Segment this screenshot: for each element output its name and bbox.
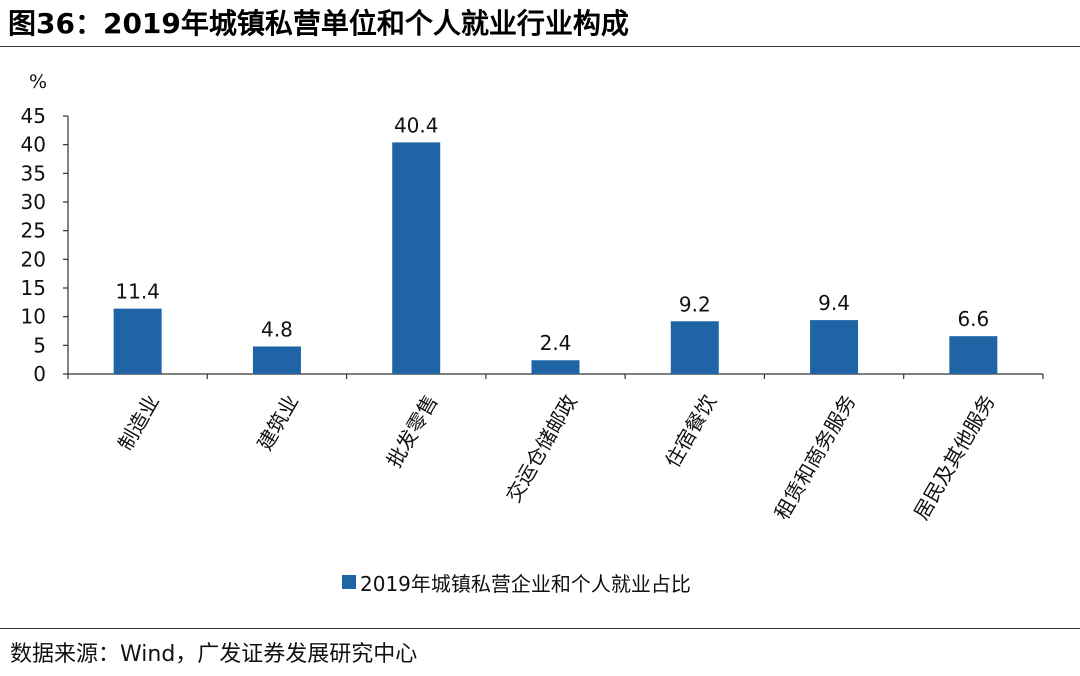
data-label: 4.8 [261,317,293,341]
y-tick-label: 0 [33,362,46,386]
y-tick-label: 45 [21,104,46,128]
bar [531,360,580,374]
bar [670,321,719,374]
bar [113,308,162,374]
footer-divider [0,628,1080,629]
y-tick-label: 10 [21,305,46,329]
bar [949,336,998,374]
data-label: 9.4 [818,291,850,315]
data-label: 9.2 [679,292,711,316]
x-category-label: 建筑业 [252,391,303,455]
chart-legend: 2019年城镇私营企业和个人就业占比 [342,568,691,596]
title-divider [0,46,1080,47]
data-label: 2.4 [540,331,572,355]
y-tick-label: 35 [21,161,46,185]
data-label: 40.4 [394,113,439,137]
data-label: 6.6 [957,307,989,331]
y-axis-unit: % [29,71,47,93]
y-tick-label: 25 [21,219,46,243]
x-category-label: 住宿餐饮 [660,391,721,472]
bar [392,142,441,374]
source-note: 数据来源：Wind，广发证券发展研究中心 [10,642,418,667]
bar [810,320,859,374]
bar [252,346,301,374]
y-tick-label: 5 [33,333,46,357]
x-category-label: 租赁和商务服务 [770,391,861,524]
x-category-label: 批发零售 [382,391,443,472]
figure-title: 图36：2019年城镇私营单位和个人就业行业构成 [8,7,629,40]
data-label: 11.4 [115,280,160,304]
y-tick-label: 40 [21,133,46,157]
x-category-label: 制造业 [113,391,164,455]
y-tick-label: 15 [21,276,46,300]
legend-swatch [342,575,356,589]
legend-label: 2019年城镇私营企业和个人就业占比 [360,571,691,596]
y-tick-label: 30 [21,190,46,214]
x-category-label: 居民及其他服务 [909,391,1000,524]
x-category-label: 交运仓储邮政 [501,391,582,507]
y-tick-label: 20 [21,247,46,271]
